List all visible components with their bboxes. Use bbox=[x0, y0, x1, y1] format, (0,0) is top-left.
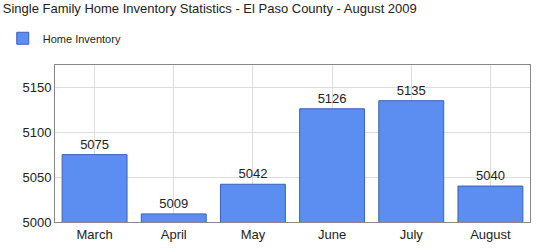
svg-text:5150: 5150 bbox=[22, 80, 51, 95]
svg-text:5135: 5135 bbox=[397, 83, 426, 98]
svg-text:April: April bbox=[161, 227, 187, 242]
svg-text:5126: 5126 bbox=[318, 91, 347, 106]
svg-text:5050: 5050 bbox=[22, 170, 51, 185]
svg-text:5042: 5042 bbox=[238, 166, 267, 181]
svg-text:July: July bbox=[400, 227, 424, 242]
svg-text:March: March bbox=[77, 227, 113, 242]
svg-text:5000: 5000 bbox=[22, 215, 51, 230]
svg-text:May: May bbox=[241, 227, 266, 242]
svg-text:June: June bbox=[318, 227, 346, 242]
svg-text:5009: 5009 bbox=[159, 196, 188, 211]
svg-text:Single Family Home Inventory S: Single Family Home Inventory Statistics … bbox=[3, 1, 417, 16]
svg-text:5040: 5040 bbox=[476, 168, 505, 183]
svg-text:August: August bbox=[470, 227, 511, 242]
svg-text:Home Inventory: Home Inventory bbox=[43, 33, 121, 45]
svg-text:5100: 5100 bbox=[22, 125, 51, 140]
svg-text:5075: 5075 bbox=[80, 137, 109, 152]
